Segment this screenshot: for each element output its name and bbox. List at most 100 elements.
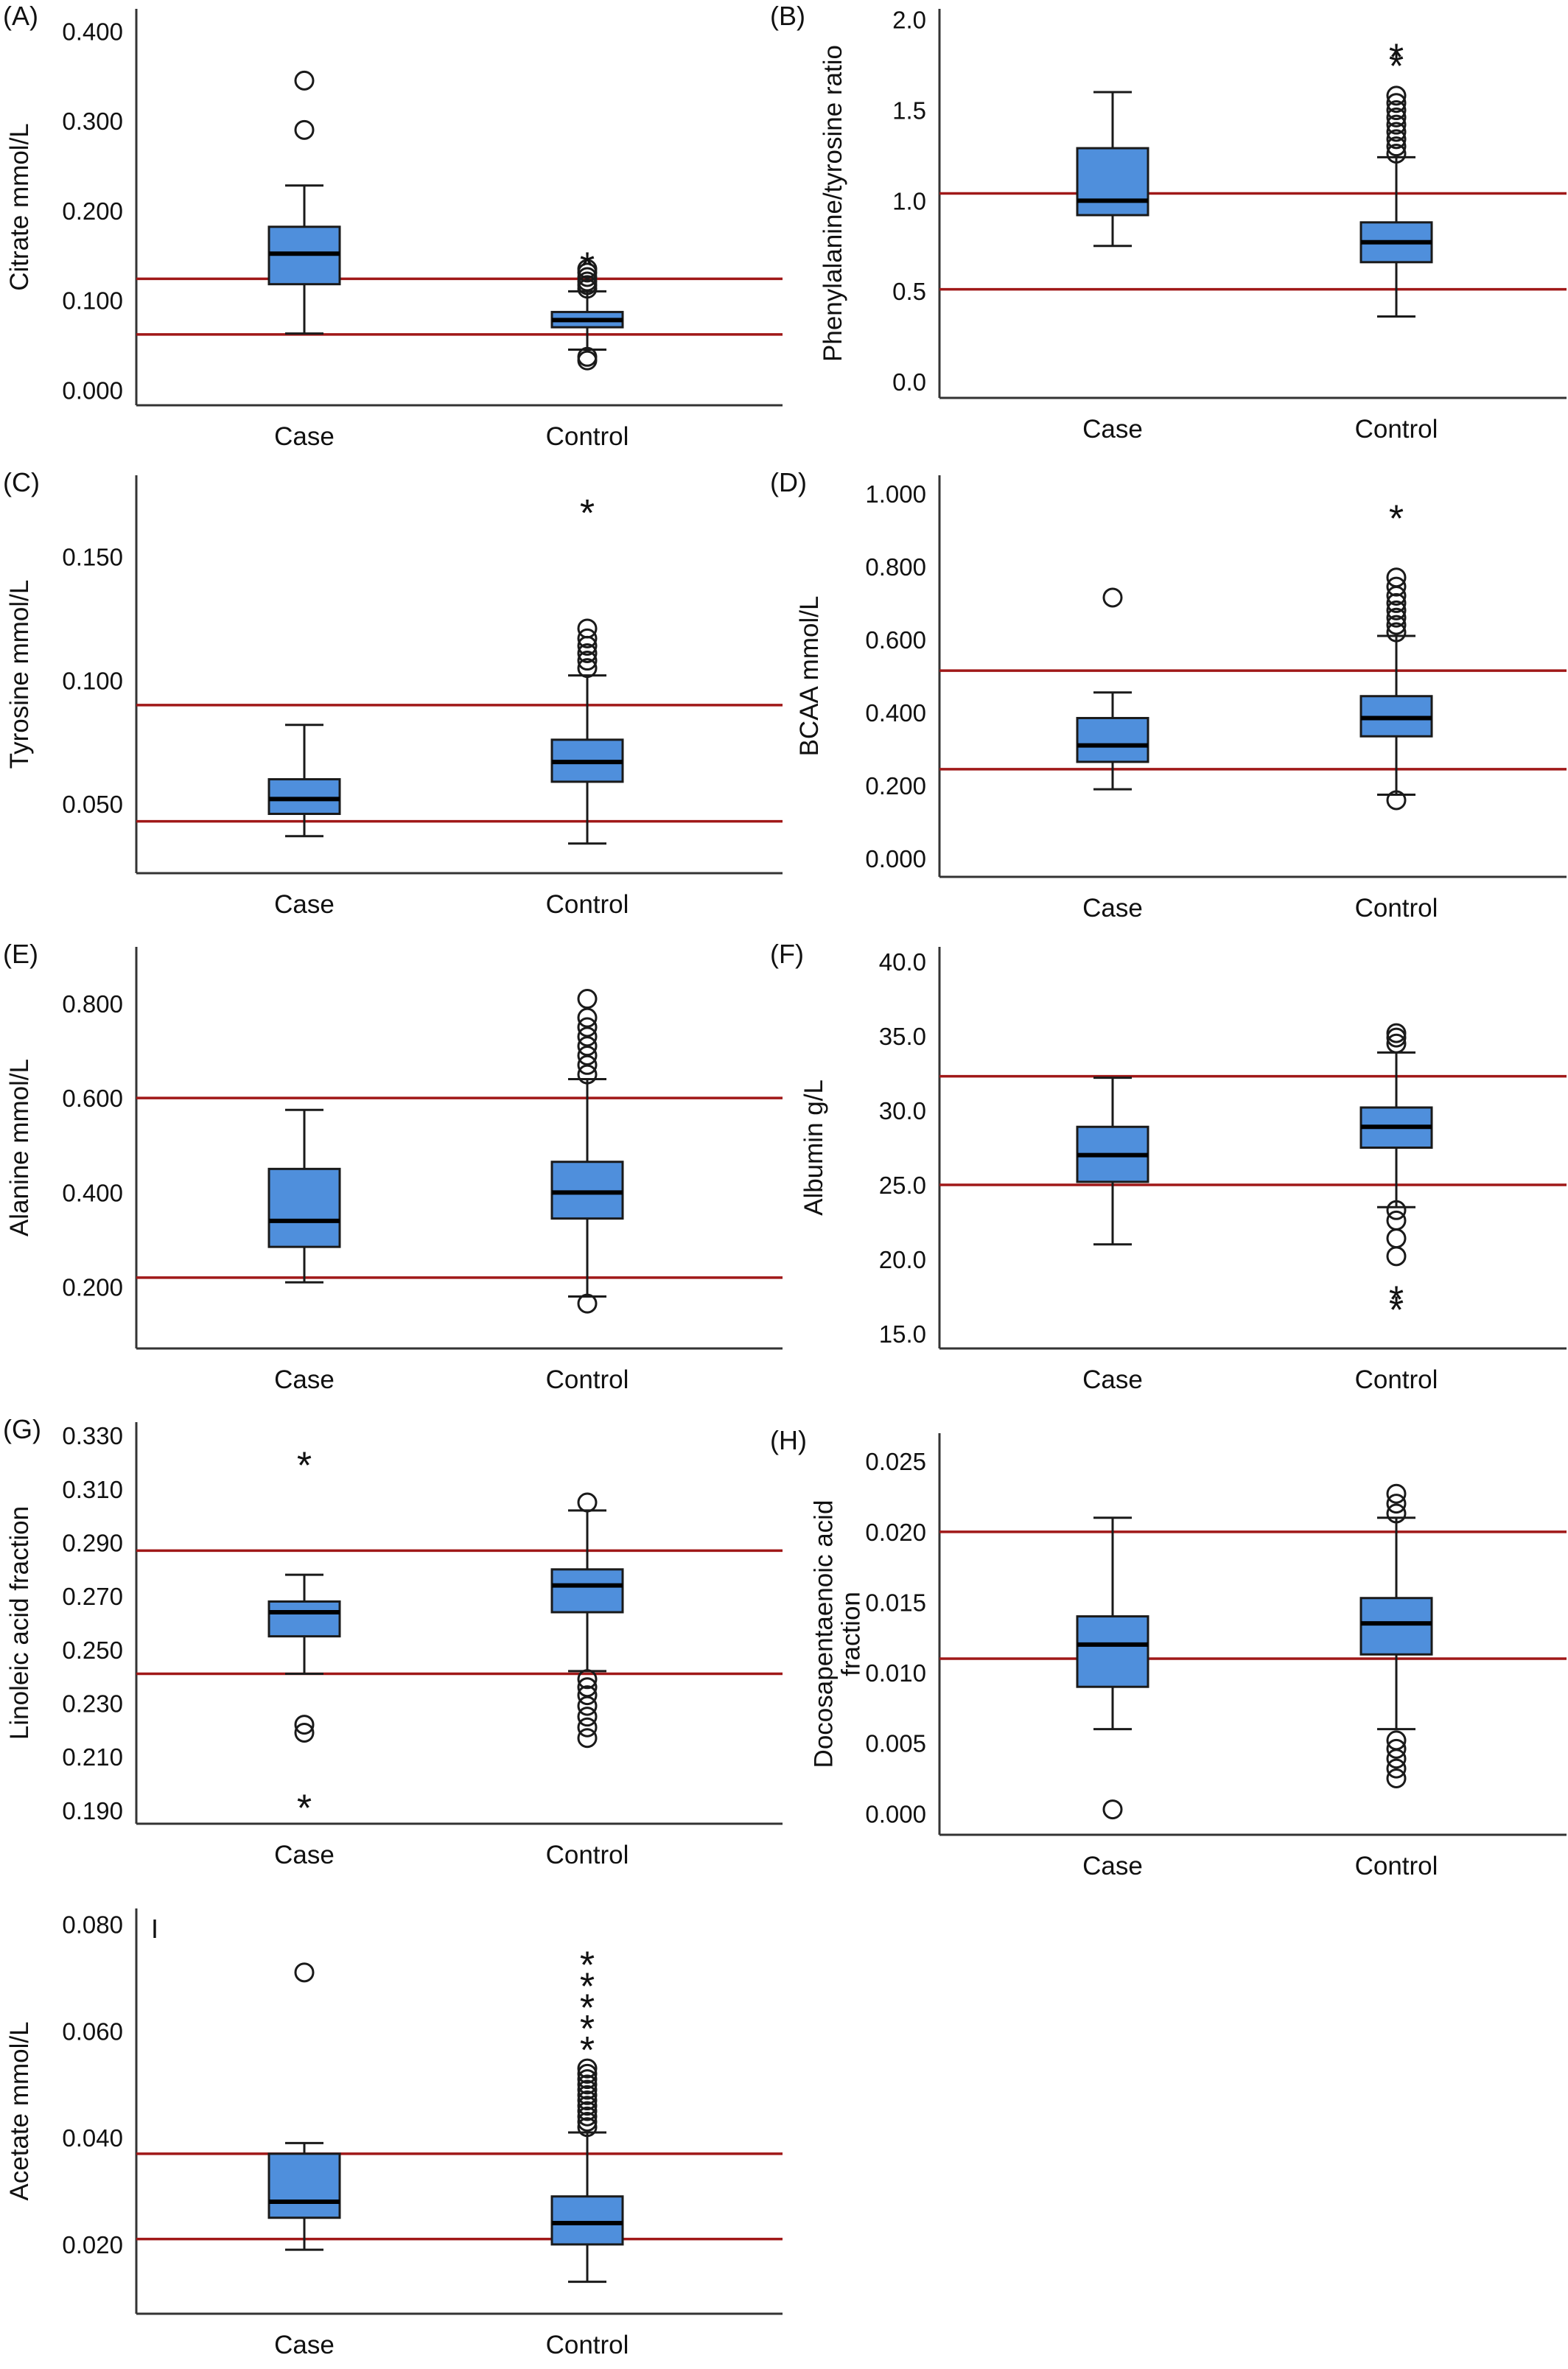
y-tick-label: 35.0 [879,1023,926,1050]
outlier-circle [577,1696,598,1716]
panel-4: (D) 0.000 0.200 0.400 0.600 0.800 1.000 BCAA mm… [770,467,1567,923]
outlier-circle [1102,587,1123,608]
x-category-label: Control [1355,1365,1438,1394]
panel-label: (A) [3,1,38,31]
iqr-box [1359,1597,1433,1656]
iqr-box [1076,716,1149,763]
outlier-circle [1386,85,1407,106]
outlier-circle [1386,600,1407,620]
y-tick-label: 0.010 [865,1659,926,1687]
outlier-circle [577,2117,598,2138]
iqr-box [550,1161,624,1220]
y-tick-label: 0.000 [865,845,926,872]
y-tick-label: 0.190 [62,1797,123,1824]
y-tick-label: 1.0 [892,187,926,214]
panel-3: (C) 0.050 0.100 0.150 Tyrosine mmol/L * Case Co… [3,467,783,919]
panel-5: (E) 0.200 0.400 0.600 0.800 Alanine mmol/L Cas… [3,939,783,1394]
y-tick-label: 0.020 [865,1519,926,1546]
outlier-circle [1386,1483,1407,1504]
outlier-circle [577,1707,598,1727]
y-tick-label: 0.000 [865,1800,926,1827]
y-tick-label: 0.600 [62,1085,123,1112]
outlier-circle [577,1026,598,1047]
outlier-circle [577,651,598,671]
y-tick-label: 0.040 [62,2124,123,2152]
outlier-circle [1386,592,1407,613]
box-control: ** [1359,36,1433,318]
y-axis-label: Phenylalanine/tyrosine ratio [819,45,847,362]
y-tick-label: 0.330 [62,1422,123,1449]
outlier-circle [577,1717,598,1738]
outlier-circle [577,1728,598,1749]
outlier-circle [577,1064,598,1085]
y-axis-label: Citrate mmol/L [5,123,34,291]
outlier-circle [1386,1210,1407,1231]
outlier-circle [1386,1033,1407,1054]
outlier-circle [577,2090,598,2111]
iqr-box [267,778,341,816]
outlier-circle [1386,1768,1407,1789]
outlier-circle [1386,1738,1407,1759]
y-tick-label: 0.000 [62,377,123,404]
outlier-circle [577,2058,598,2079]
outlier-circle [1102,1799,1123,1820]
outlier-circle [1386,114,1407,135]
outlier-circle [1386,790,1407,811]
box-case [267,70,341,335]
outlier-circle [577,2101,598,2121]
box-case [1076,587,1149,791]
x-category-label: Case [1082,1365,1143,1394]
box-control: * [550,245,624,371]
outlier-circle [1386,1246,1407,1267]
y-axis-label: Albumin g/L [799,1079,828,1216]
outlier-circle [577,1669,598,1690]
outlier-circle [577,643,598,663]
outlier-circle [1386,122,1407,142]
x-category-label: Control [1355,415,1438,444]
panel-8: (H) 0.000 0.005 0.010 0.015 0.020 0.025 Docosap… [770,1425,1567,1880]
x-category-label: Case [1082,894,1143,923]
x-category-label: Control [1355,1852,1438,1880]
y-tick-label: 0.270 [62,1583,123,1610]
outlier-star: * [580,1965,595,2008]
y-axis-label: BCAA mmol/L [795,596,824,757]
y-axis-label: Linoleic acid fraction [5,1506,34,1740]
outlier-circle [577,1492,598,1513]
outlier-circle [577,1293,598,1314]
outlier-circle [1386,1200,1407,1220]
y-tick-label: 0.400 [62,18,123,45]
outlier-circle [577,2079,598,2100]
y-tick-label: 0.100 [62,287,123,315]
outlier-circle [294,1962,315,1983]
x-category-label: Case [1082,1852,1143,1880]
iqr-box [267,2152,341,2219]
box-case [1076,1516,1149,1820]
x-category-label: Case [274,422,335,451]
box-case [1076,91,1149,248]
y-tick-label: 20.0 [879,1246,926,1273]
y-tick-label: 30.0 [879,1097,926,1124]
box-control: * [550,492,624,845]
box-case [267,724,341,838]
y-tick-label: 0.200 [62,197,123,225]
x-category-label: Control [546,1841,629,1869]
outlier-star: * [580,245,595,287]
y-tick-label: 0.015 [865,1589,926,1616]
outlier-circle [1386,1023,1407,1043]
outlier-circle [577,346,598,367]
outlier-star: * [1389,498,1404,541]
outlier-circle [577,2106,598,2127]
outlier-star: * [580,1944,595,1987]
y-tick-label: 0.230 [62,1690,123,1718]
y-tick-label: 0.310 [62,1476,123,1503]
y-tick-label: 0.800 [865,553,926,581]
outlier-circle [1386,1758,1407,1779]
x-category-label: Control [546,2331,629,2359]
outlier-circle [1386,1494,1407,1514]
y-axis-label: Alanine mmol/L [5,1059,34,1236]
panel-label: (E) [3,939,38,969]
panel-label: (C) [3,467,40,497]
outlier-circle [1386,576,1407,597]
outlier-circle [577,2111,598,2132]
y-tick-label: 1.5 [892,97,926,125]
